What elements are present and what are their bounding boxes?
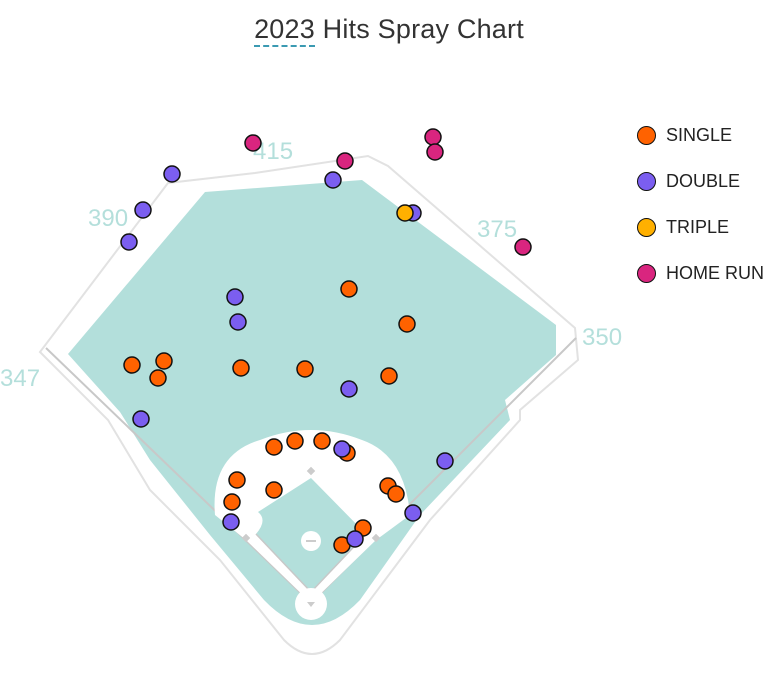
distance-right-center: 375 xyxy=(477,216,517,243)
distance-left-field: 347 xyxy=(0,365,40,392)
home-plate-icon xyxy=(307,602,315,607)
hit-point-double[interactable] xyxy=(229,313,247,331)
hit-point-home-run[interactable] xyxy=(336,152,354,170)
hit-point-single[interactable] xyxy=(149,369,167,387)
hit-points xyxy=(120,128,532,554)
hit-point-double[interactable] xyxy=(436,452,454,470)
hit-point-single[interactable] xyxy=(123,356,141,374)
chart-title: 2023 Hits Spray Chart xyxy=(0,14,778,47)
legend-item-single[interactable]: SINGLE xyxy=(637,112,764,158)
legend-item-double[interactable]: DOUBLE xyxy=(637,158,764,204)
distance-left-center: 390 xyxy=(88,205,128,232)
hit-point-double[interactable] xyxy=(222,513,240,531)
outfield-grass xyxy=(68,180,556,625)
second-base-icon xyxy=(306,466,316,476)
legend: SINGLE DOUBLE TRIPLE HOME RUN xyxy=(637,112,764,296)
legend-label: DOUBLE xyxy=(666,170,741,191)
hit-point-double[interactable] xyxy=(120,233,138,251)
hit-point-triple[interactable] xyxy=(396,204,414,222)
hit-point-double[interactable] xyxy=(132,410,150,428)
hit-point-single[interactable] xyxy=(296,360,314,378)
hit-point-single[interactable] xyxy=(313,432,331,450)
first-base-icon xyxy=(371,533,381,543)
legend-item-home-run[interactable]: HOME RUN xyxy=(637,250,764,296)
hit-point-double[interactable] xyxy=(333,440,351,458)
hit-point-single[interactable] xyxy=(265,438,283,456)
home-run-swatch-icon xyxy=(637,263,656,283)
hit-point-single[interactable] xyxy=(265,481,283,499)
hit-point-home-run[interactable] xyxy=(514,238,532,256)
legend-label: TRIPLE xyxy=(666,216,730,237)
hit-point-single[interactable] xyxy=(228,471,246,489)
triple-swatch-icon xyxy=(637,217,656,237)
hit-point-double[interactable] xyxy=(226,288,244,306)
single-swatch-icon xyxy=(637,125,656,145)
distance-right-field: 350 xyxy=(582,324,622,351)
hit-point-single[interactable] xyxy=(340,280,358,298)
left-foul-line xyxy=(45,347,312,604)
hit-point-double[interactable] xyxy=(346,530,364,548)
chart-title-text: Hits Spray Chart xyxy=(314,14,524,44)
hit-point-home-run[interactable] xyxy=(424,128,442,146)
hit-point-double[interactable] xyxy=(134,201,152,219)
hit-point-single[interactable] xyxy=(286,432,304,450)
hit-point-single[interactable] xyxy=(387,485,405,503)
legend-label: SINGLE xyxy=(666,124,733,145)
hit-point-home-run[interactable] xyxy=(244,134,262,152)
hit-point-single[interactable] xyxy=(155,352,173,370)
hit-point-double[interactable] xyxy=(404,504,422,522)
hit-point-single[interactable] xyxy=(398,315,416,333)
hit-point-double[interactable] xyxy=(324,171,342,189)
hit-point-double[interactable] xyxy=(163,165,181,183)
legend-label: HOME RUN xyxy=(666,262,764,283)
hit-point-double[interactable] xyxy=(340,380,358,398)
legend-item-triple[interactable]: TRIPLE xyxy=(637,204,764,250)
baseline-third xyxy=(255,533,312,593)
hit-point-single[interactable] xyxy=(232,359,250,377)
hit-point-single[interactable] xyxy=(223,493,241,511)
hit-point-home-run[interactable] xyxy=(426,143,444,161)
double-swatch-icon xyxy=(637,171,656,191)
chart-title-year[interactable]: 2023 xyxy=(254,14,315,47)
hit-point-single[interactable] xyxy=(380,367,398,385)
